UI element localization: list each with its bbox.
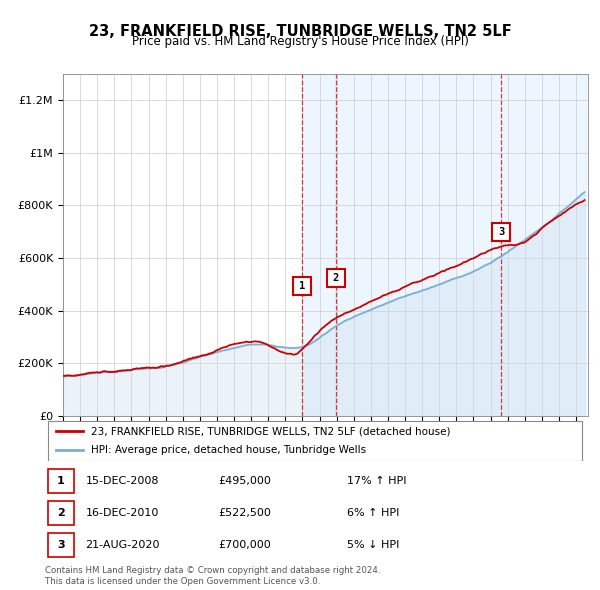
Text: 15-DEC-2008: 15-DEC-2008 [86,476,159,486]
Text: This data is licensed under the Open Government Licence v3.0.: This data is licensed under the Open Gov… [45,577,320,586]
Text: Price paid vs. HM Land Registry's House Price Index (HPI): Price paid vs. HM Land Registry's House … [131,35,469,48]
Text: 5% ↓ HPI: 5% ↓ HPI [347,540,400,550]
Text: 6% ↑ HPI: 6% ↑ HPI [347,508,400,518]
Text: 17% ↑ HPI: 17% ↑ HPI [347,476,407,486]
Text: 1: 1 [299,281,305,291]
Text: 16-DEC-2010: 16-DEC-2010 [86,508,159,518]
Text: 1: 1 [57,476,65,486]
Bar [302,74,336,416]
Text: 2: 2 [57,508,65,518]
Text: £522,500: £522,500 [218,508,271,518]
FancyBboxPatch shape [48,533,74,557]
FancyBboxPatch shape [48,469,74,493]
Bar [501,74,586,416]
Text: 2: 2 [333,273,339,283]
Text: 23, FRANKFIELD RISE, TUNBRIDGE WELLS, TN2 5LF (detached house): 23, FRANKFIELD RISE, TUNBRIDGE WELLS, TN… [91,426,451,436]
FancyBboxPatch shape [48,502,74,525]
Text: Contains HM Land Registry data © Crown copyright and database right 2024.: Contains HM Land Registry data © Crown c… [45,566,380,575]
Text: 21-AUG-2020: 21-AUG-2020 [86,540,160,550]
Text: £700,000: £700,000 [218,540,271,550]
Text: 23, FRANKFIELD RISE, TUNBRIDGE WELLS, TN2 5LF: 23, FRANKFIELD RISE, TUNBRIDGE WELLS, TN… [89,24,511,38]
Text: HPI: Average price, detached house, Tunbridge Wells: HPI: Average price, detached house, Tunb… [91,445,366,455]
Text: £495,000: £495,000 [218,476,271,486]
Text: 3: 3 [57,540,64,550]
Text: 3: 3 [498,227,505,237]
FancyBboxPatch shape [48,421,582,461]
Bar [336,74,501,416]
